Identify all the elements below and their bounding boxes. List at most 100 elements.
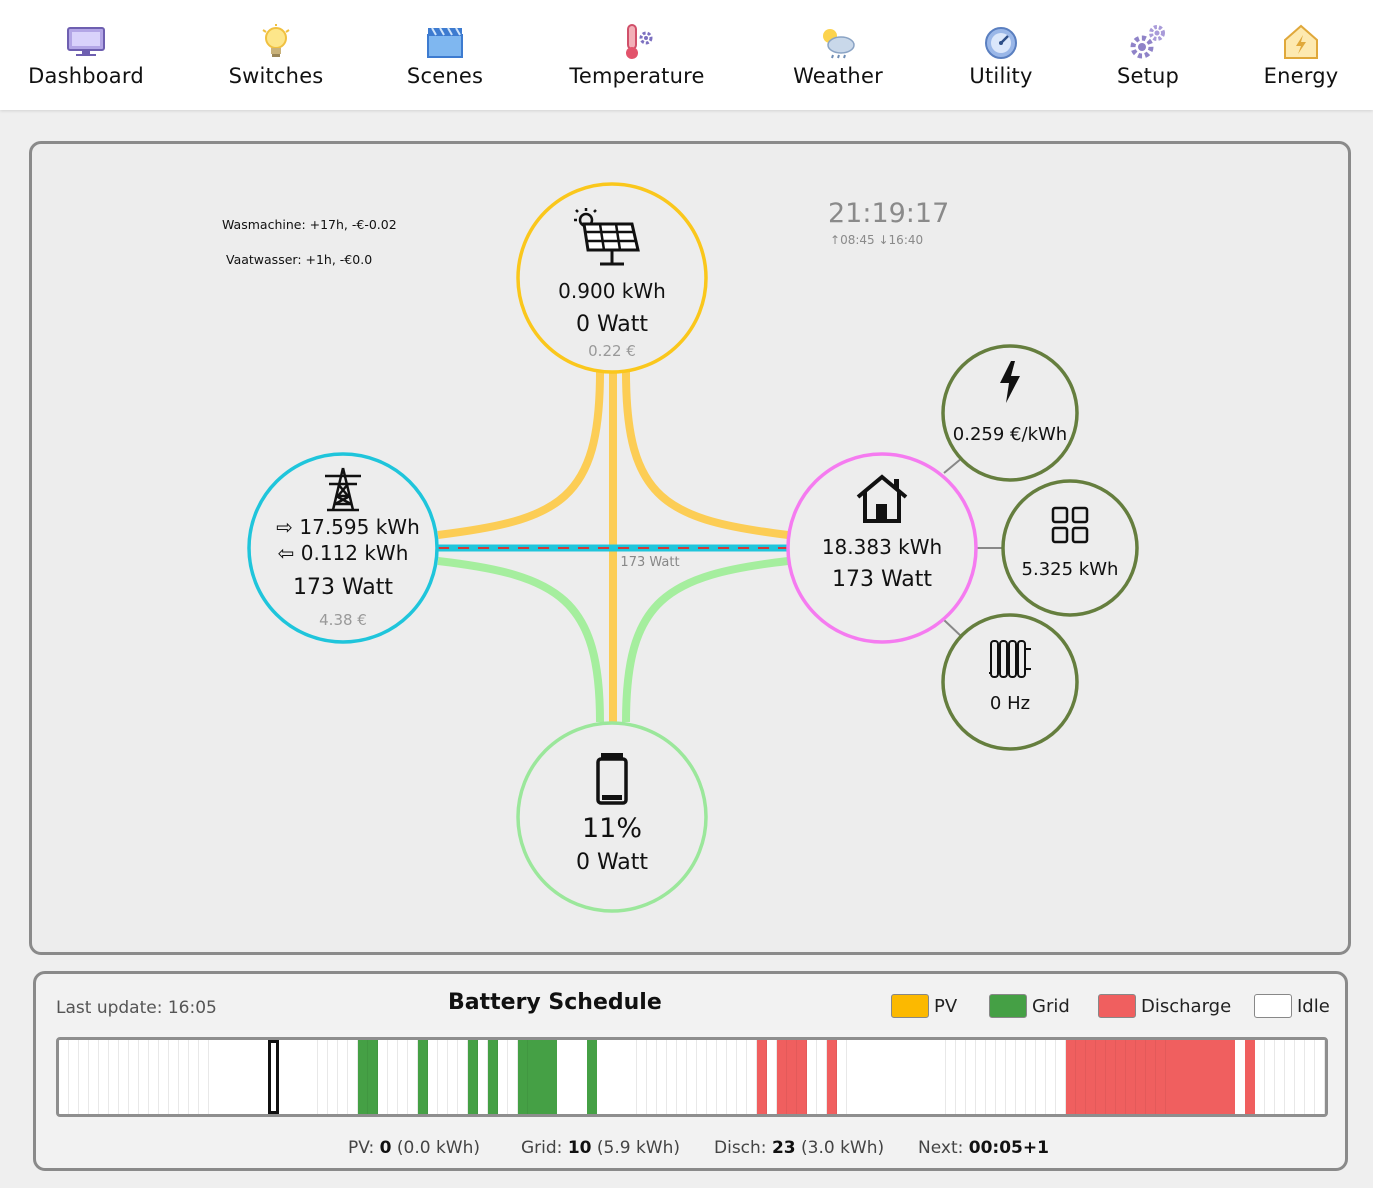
legend-idle: Idle xyxy=(1254,994,1330,1018)
schedule-slot xyxy=(796,1040,807,1114)
schedule-slot xyxy=(1095,1040,1106,1114)
nav-energy[interactable]: Energy xyxy=(1264,0,1338,110)
schedule-slot xyxy=(746,1040,758,1114)
stat-label: Next: xyxy=(918,1138,964,1158)
grid-power: 173 Watt xyxy=(292,575,394,600)
solar-panel-icon xyxy=(574,208,640,266)
schedule-slot xyxy=(1075,1040,1087,1114)
nav-dashboard[interactable]: Dashboard xyxy=(28,0,144,110)
schedule-slot xyxy=(936,1040,947,1114)
monitor-icon xyxy=(66,22,106,62)
schedule-slot xyxy=(667,1040,678,1114)
schedule-slot xyxy=(118,1040,130,1114)
schedule-slot xyxy=(876,1040,887,1114)
schedule-slot xyxy=(457,1040,468,1114)
nav-temperature[interactable]: Temperature xyxy=(566,0,708,110)
schedule-slot xyxy=(986,1040,997,1114)
schedule-slot xyxy=(826,1040,837,1114)
nav-switches[interactable]: Switches xyxy=(229,0,323,110)
schedule-slot xyxy=(966,1040,977,1114)
schedule-slot xyxy=(188,1040,199,1114)
schedule-slot xyxy=(687,1040,698,1114)
schedule-slot xyxy=(248,1040,259,1114)
radiator-icon xyxy=(989,640,1031,678)
grid-import: ⇨ 17.595 kWh xyxy=(258,515,438,539)
schedule-slot xyxy=(1315,1040,1325,1114)
nav-weather[interactable]: Weather xyxy=(791,0,885,110)
grid-import-value: 17.595 kWh xyxy=(299,515,420,539)
stat-count: 23 xyxy=(771,1138,796,1158)
legend-label: PV xyxy=(934,995,958,1017)
nav-label: Setup xyxy=(1116,64,1180,88)
nav-setup[interactable]: Setup xyxy=(1116,0,1180,110)
schedule-slot xyxy=(1105,1040,1116,1114)
schedule-slot xyxy=(1275,1040,1286,1114)
schedule-slot xyxy=(567,1040,578,1114)
battery-node xyxy=(516,721,708,913)
top-nav: Dashboard Switches Scenes xyxy=(0,0,1373,110)
clapperboard-icon xyxy=(425,22,465,62)
schedule-slot xyxy=(497,1040,508,1114)
nav-label: Switches xyxy=(228,64,324,88)
schedule-slot xyxy=(447,1040,459,1114)
schedule-slot xyxy=(88,1040,100,1114)
schedule-slot xyxy=(716,1040,728,1114)
legend-label: Idle xyxy=(1297,995,1330,1017)
solar-home-flow xyxy=(622,371,789,539)
schedule-slot xyxy=(996,1040,1007,1114)
schedule-slot xyxy=(78,1040,90,1114)
schedule-slot xyxy=(358,1040,369,1114)
nav-scenes[interactable]: Scenes xyxy=(407,0,483,110)
schedule-slot xyxy=(1265,1040,1276,1114)
stat-kwh: (3.0 kWh) xyxy=(801,1138,885,1158)
schedule-slot xyxy=(59,1040,70,1114)
schedule-slot xyxy=(507,1040,518,1114)
schedule-slot xyxy=(527,1040,538,1114)
connector-price xyxy=(943,457,963,474)
appliance-notification: Vaatwasser: +1h, -€0.0 xyxy=(226,252,373,267)
schedule-slot xyxy=(1185,1040,1196,1114)
legend-label: Grid xyxy=(1032,995,1070,1017)
schedule-slot xyxy=(617,1040,628,1114)
schedule-slot xyxy=(1245,1040,1256,1114)
nav-label: Dashboard xyxy=(28,64,144,88)
schedule-slot xyxy=(976,1040,987,1114)
solar-cost: 0.22 € xyxy=(588,342,636,360)
schedule-slot xyxy=(278,1040,289,1114)
schedule-slot xyxy=(1006,1040,1017,1114)
schedule-slot xyxy=(308,1040,319,1114)
schedule-slot xyxy=(138,1040,149,1114)
schedule-slot xyxy=(1145,1040,1156,1114)
schedule-slot xyxy=(846,1040,857,1114)
home-energy: 18.383 kWh xyxy=(821,535,943,559)
schedule-slot xyxy=(128,1040,140,1114)
schedule-slot xyxy=(208,1040,219,1114)
schedule-slot xyxy=(607,1040,618,1114)
schedule-slot xyxy=(487,1040,498,1114)
legend-pv: PV xyxy=(891,994,957,1018)
schedule-slot xyxy=(896,1040,907,1114)
schedule-slot xyxy=(1305,1040,1316,1114)
schedule-slot xyxy=(726,1040,738,1114)
nav-label: Scenes xyxy=(406,64,484,88)
nav-label: Temperature xyxy=(569,64,705,88)
device-energy-node xyxy=(1001,479,1139,617)
schedule-slot xyxy=(1165,1040,1176,1114)
grid-node xyxy=(247,452,439,644)
schedule-slot xyxy=(198,1040,209,1114)
schedule-slot xyxy=(168,1040,179,1114)
schedule-slot xyxy=(866,1040,877,1114)
schedule-slot xyxy=(397,1040,409,1114)
export-arrow-icon: ⇦ xyxy=(277,541,301,565)
schedule-slot xyxy=(328,1040,339,1114)
schedule-slot xyxy=(926,1040,937,1114)
battery-icon xyxy=(596,753,628,805)
schedule-slot xyxy=(1115,1040,1126,1114)
schedule-slot xyxy=(766,1040,778,1114)
stat-label: Disch: xyxy=(714,1138,767,1158)
connector-radiator xyxy=(943,619,963,638)
schedule-slot xyxy=(836,1040,847,1114)
schedule-slot xyxy=(338,1040,349,1114)
nav-utility[interactable]: Utility xyxy=(968,0,1034,110)
solar-node xyxy=(516,182,708,374)
